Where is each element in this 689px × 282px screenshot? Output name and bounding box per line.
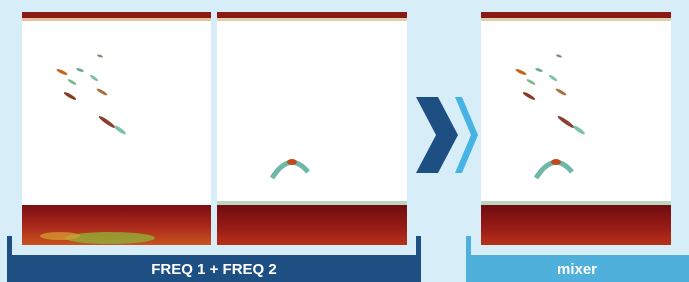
echogram-freq2: [217, 12, 407, 245]
page: FREQ 1 + FREQ 2 mixer (() => { const dat…: [0, 0, 689, 282]
label: mixer: [557, 261, 597, 278]
arrow-light: [455, 97, 478, 173]
arrow-dark: [416, 97, 458, 173]
diagram: FREQ 1 + FREQ 2 mixer: [0, 0, 689, 282]
label: FREQ 1 + FREQ 2: [151, 261, 276, 278]
echogram-mixer: [481, 12, 671, 245]
echogram-freq1: [22, 12, 211, 245]
